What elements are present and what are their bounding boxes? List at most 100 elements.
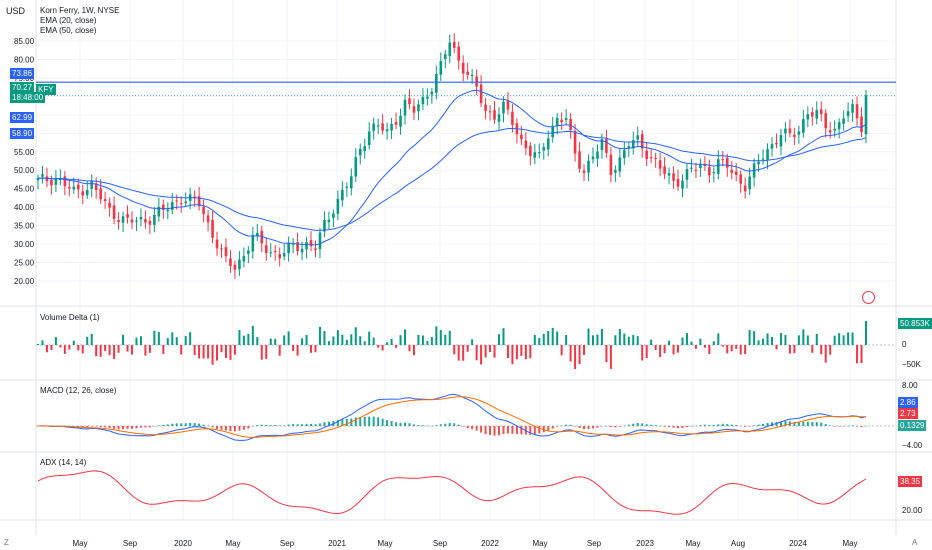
- volume-delta-bar: [305, 334, 308, 345]
- macd-histogram-bar: [609, 426, 612, 428]
- macd-histogram-bar: [421, 425, 424, 426]
- macd-histogram-bar: [842, 426, 845, 427]
- candle-body: [690, 167, 693, 169]
- candle-body: [50, 179, 53, 186]
- macd-histogram-bar: [90, 426, 93, 427]
- candle-body: [600, 139, 604, 150]
- price-tick-label: 85.00: [14, 37, 35, 46]
- candle-body: [390, 123, 393, 131]
- macd-histogram-bar: [184, 423, 187, 426]
- candle-body: [256, 232, 259, 236]
- volume-delta-bar: [712, 341, 715, 345]
- volume-delta-bar: [480, 345, 483, 365]
- macd-histogram-bar: [435, 425, 438, 426]
- candle-body: [184, 201, 187, 204]
- candle-body: [551, 125, 555, 138]
- volume-delta-bar: [368, 331, 371, 345]
- ema50-legend[interactable]: EMA (50, close): [40, 26, 97, 35]
- volume-delta-bar: [444, 334, 447, 345]
- volume-delta-bar: [81, 345, 84, 354]
- macd-histogram-bar: [694, 425, 697, 427]
- candle-body: [260, 230, 264, 244]
- volume-delta-bar: [216, 345, 219, 361]
- macd-histogram-bar: [278, 425, 281, 426]
- volume-delta-bar: [426, 341, 429, 345]
- macd-histogram-bar: [251, 426, 254, 427]
- time-tick-label: 2020: [174, 539, 192, 548]
- ema20-legend[interactable]: EMA (20, close): [40, 16, 97, 25]
- candle-body: [797, 131, 801, 135]
- candle-body: [336, 198, 340, 214]
- volume-delta-bar: [632, 334, 635, 345]
- candle-body: [157, 206, 161, 217]
- volume-delta-bar: [721, 345, 724, 347]
- candle-body: [332, 213, 335, 218]
- volume-delta-bar: [766, 333, 769, 345]
- volume-delta-bar: [587, 328, 590, 345]
- macd-histogram-bar: [113, 426, 116, 429]
- volume-delta-bar: [551, 327, 554, 345]
- macd-histogram-bar: [426, 425, 429, 427]
- candle-body: [314, 248, 317, 250]
- macd-title[interactable]: MACD (12, 26, close): [40, 386, 117, 395]
- volume-delta-bar: [332, 336, 335, 345]
- bottom-left-z-button[interactable]: Z: [4, 538, 9, 547]
- macd-histogram-bar: [493, 426, 496, 436]
- volume-delta-bar: [310, 345, 313, 353]
- macd-histogram-bar: [497, 426, 500, 436]
- bottom-right-a-button[interactable]: A: [912, 538, 918, 547]
- volume-delta-bar: [359, 336, 362, 345]
- time-tick-label: May: [842, 539, 857, 548]
- volume-delta-bar: [350, 334, 353, 345]
- macd-histogram-bar: [784, 421, 787, 426]
- volume-delta-bar: [95, 345, 98, 357]
- candle-body: [130, 219, 134, 223]
- candle-body: [564, 118, 568, 120]
- volume-delta-bar: [435, 326, 438, 345]
- volume-delta-bar: [703, 345, 706, 348]
- macd-histogram-bar: [627, 424, 630, 426]
- volume-delta-bar: [860, 345, 863, 364]
- macd-histogram-bar: [708, 425, 711, 426]
- candle-body: [376, 125, 380, 127]
- volume-delta-bar: [699, 338, 702, 345]
- macd-histogram-bar: [354, 417, 357, 426]
- symbol-title[interactable]: Korn Ferry, 1W, NYSE: [40, 6, 120, 15]
- macd-histogram-bar: [130, 426, 133, 429]
- volume-delta-bar: [117, 345, 120, 353]
- macd-histogram-bar: [802, 421, 805, 426]
- macd-histogram-bar: [860, 426, 863, 428]
- macd-histogram-bar: [95, 426, 98, 427]
- macd-histogram-bar: [556, 426, 559, 427]
- macd-histogram-bar: [417, 425, 420, 426]
- ema50-price-tag: 58.90: [10, 128, 35, 139]
- macd-histogram-bar: [310, 423, 313, 426]
- candle-body: [121, 216, 125, 223]
- volume-delta-bar: [135, 337, 138, 345]
- candle-body: [721, 159, 725, 161]
- candle-body: [761, 158, 765, 160]
- macd-histogram-bar: [274, 425, 277, 426]
- volume-delta-bar: [126, 345, 129, 352]
- volume-delta-bar: [430, 337, 433, 345]
- volume-delta-bar: [735, 345, 738, 349]
- candle-body: [224, 247, 228, 257]
- candle-body: [694, 169, 698, 171]
- volume-delta-bar: [354, 327, 357, 345]
- volume-delta-bar: [377, 345, 380, 348]
- macd-histogram-bar: [265, 425, 268, 426]
- volume-delta-bar: [605, 345, 608, 363]
- volume-delta-bar: [583, 345, 586, 356]
- volume-delta-bar: [448, 330, 451, 345]
- candle-body: [645, 150, 648, 159]
- candle-body: [779, 135, 783, 147]
- ema20-price-tag: 62.99: [10, 112, 35, 123]
- alert-icon[interactable]: [862, 291, 875, 304]
- macd-histogram-bar: [538, 426, 541, 434]
- volume-delta-bar: [130, 345, 133, 355]
- macd-histogram-bar: [466, 426, 469, 429]
- adx-title[interactable]: ADX (14, 14): [40, 458, 87, 467]
- candle-body: [282, 253, 286, 257]
- volume-delta-title[interactable]: Volume Delta (1): [40, 313, 100, 322]
